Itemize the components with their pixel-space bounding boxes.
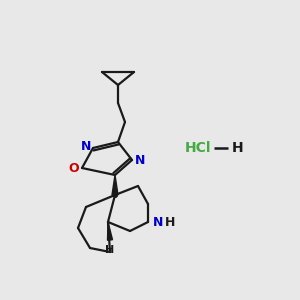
Text: H: H	[232, 141, 244, 155]
Polygon shape	[112, 175, 118, 195]
Text: O: O	[69, 161, 79, 175]
Text: H: H	[165, 215, 175, 229]
Text: N: N	[81, 140, 91, 154]
Text: HCl: HCl	[185, 141, 211, 155]
Text: N: N	[153, 215, 163, 229]
Text: H: H	[105, 245, 115, 255]
Polygon shape	[107, 222, 112, 240]
Text: N: N	[135, 154, 145, 167]
